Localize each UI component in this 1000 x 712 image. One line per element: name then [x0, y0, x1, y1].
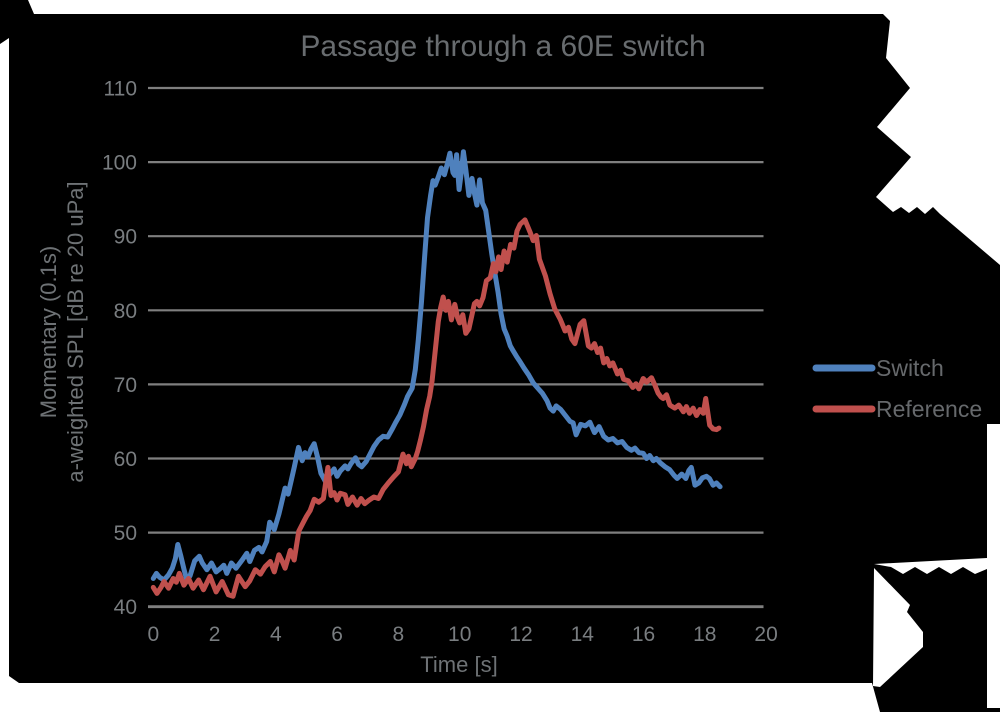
- y-tick-90: 90: [114, 226, 137, 249]
- y-tick-70: 70: [114, 374, 137, 397]
- x-axis-label: Time [s]: [420, 652, 497, 677]
- y-tick-80: 80: [114, 300, 137, 323]
- paper-shred-strip: [874, 558, 987, 574]
- legend-label-switch: Switch: [876, 355, 944, 381]
- y-tick-100: 100: [102, 152, 137, 175]
- y-tick-60: 60: [114, 448, 137, 471]
- x-tick-10: 10: [448, 623, 471, 646]
- paper-shred-wedge: [873, 568, 923, 687]
- y-axis-tick-labels: 110 100 90 80 70 60 50 40: [102, 78, 137, 620]
- x-tick-4: 4: [270, 623, 282, 646]
- y-axis-label-line2: a-weighted SPL [dB re 20 uPa]: [63, 181, 88, 482]
- y-tick-40: 40: [114, 596, 137, 619]
- legend-label-reference: Reference: [876, 396, 982, 422]
- y-tick-50: 50: [114, 522, 137, 545]
- series-line-switch: [150, 149, 723, 584]
- chart-title: Passage through a 60E switch: [300, 30, 705, 63]
- x-tick-16: 16: [632, 623, 655, 646]
- gridlines: [148, 86, 764, 609]
- x-tick-2: 2: [209, 623, 221, 646]
- legend: Switch Reference: [812, 355, 982, 422]
- series-line-reference: [150, 217, 722, 599]
- x-tick-12: 12: [509, 623, 532, 646]
- x-tick-20: 20: [754, 623, 777, 646]
- x-tick-6: 6: [331, 623, 343, 646]
- x-tick-14: 14: [571, 623, 595, 646]
- paper-edge-top-right: [28, 0, 1000, 265]
- x-tick-0: 0: [147, 623, 159, 646]
- x-tick-18: 18: [693, 623, 716, 646]
- y-axis-label-line1: Momentary (0.1s): [36, 246, 61, 418]
- x-axis-tick-labels: 0 2 4 6 8 10 12 14 16 18 20: [147, 623, 777, 646]
- y-tick-110: 110: [104, 78, 137, 101]
- x-tick-8: 8: [393, 623, 405, 646]
- paper-edge-right-strip: [987, 424, 1000, 708]
